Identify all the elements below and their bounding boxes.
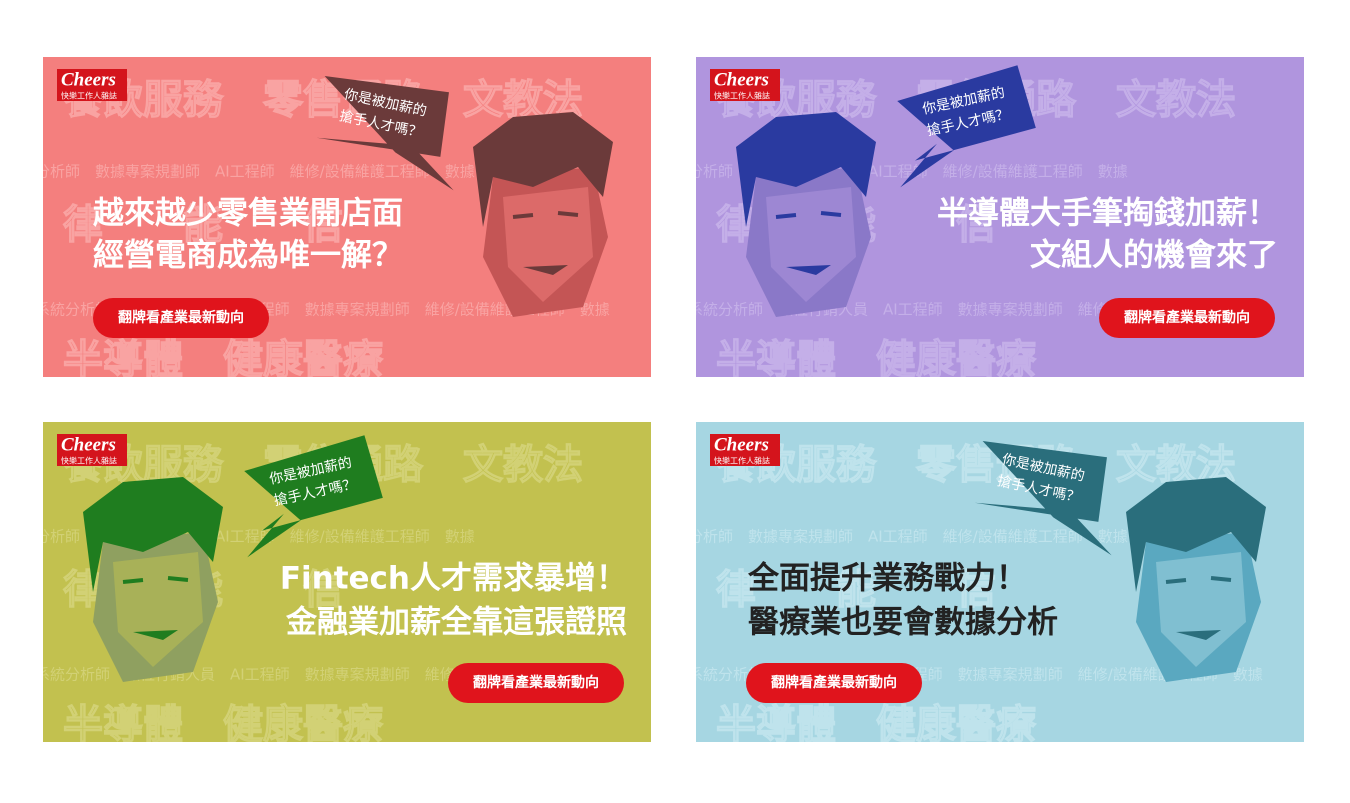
cta-label: 翻牌看產業最新動向 xyxy=(118,309,244,326)
logo-box xyxy=(710,69,780,101)
face-illustration xyxy=(83,477,223,682)
watermark-text: 餐飲服務 零售通路 文教法 xyxy=(63,77,583,123)
cta-label: 翻牌看產業最新動向 xyxy=(1124,309,1250,326)
eye xyxy=(557,211,579,217)
watermark-text: 半導體 健康醫療 xyxy=(63,337,384,377)
headline: 經營電商成為唯一解？ xyxy=(93,238,403,274)
bubble-shape xyxy=(244,435,383,558)
cta-button[interactable] xyxy=(1099,298,1275,338)
hair xyxy=(473,112,613,227)
face-illustration xyxy=(473,112,613,317)
mouth xyxy=(786,265,831,275)
cta-button[interactable] xyxy=(448,663,624,703)
bubble-shape xyxy=(974,441,1112,556)
headline: 越來越少零售業開店面 xyxy=(93,196,403,232)
watermark-text: 分析師 數據專案規劃師 AI工程師 維修/設備維護工程師 數據 xyxy=(43,163,475,181)
eye xyxy=(775,213,797,219)
watermark-text: 餐飲服務 零售通路 文教法 xyxy=(716,442,1236,488)
logo-sub: 快樂工作人雜誌 xyxy=(714,456,770,466)
watermark-text: 半導體 健康醫療 xyxy=(716,337,1037,377)
headline: 文組人的機會來了 xyxy=(1030,238,1278,274)
cta-button[interactable] xyxy=(93,298,269,338)
watermark-text: 律 能 信 xyxy=(63,202,343,248)
watermark-text: 半導體 健康醫療 xyxy=(63,702,384,742)
logo-box xyxy=(710,434,780,466)
eye xyxy=(1165,578,1187,584)
watermark-text: 半導體 健康醫療 xyxy=(716,702,1037,742)
hair xyxy=(83,477,223,592)
bubble-shape xyxy=(316,76,454,191)
logo-sub: 快樂工作人雜誌 xyxy=(714,91,770,101)
headline: 全面提升業務戰力！ xyxy=(747,561,1027,597)
eye xyxy=(167,576,189,582)
logo-box xyxy=(57,434,127,466)
headline: 半導體大手筆掏錢加薪！ xyxy=(937,196,1278,232)
cta-button[interactable] xyxy=(746,663,922,703)
headline: 醫療業也要會數據分析 xyxy=(748,605,1058,641)
mouth xyxy=(133,630,178,640)
eye xyxy=(512,213,534,219)
cta-label: 翻牌看產業最新動向 xyxy=(473,674,599,691)
eye xyxy=(122,578,144,584)
watermark-text: 律 能 信 xyxy=(716,567,996,613)
logo: Cheers xyxy=(714,434,769,455)
hair xyxy=(736,112,876,227)
eye xyxy=(1210,576,1232,582)
logo-sub: 快樂工作人雜誌 xyxy=(61,91,117,101)
hair xyxy=(1126,477,1266,592)
watermark-text: 分析師 數據專案規劃師 AI工程師 維修/設備維護工程師 數據 xyxy=(696,528,1128,546)
logo: Cheers xyxy=(714,69,769,90)
eye xyxy=(820,211,842,217)
mouth xyxy=(1176,630,1221,640)
face-illustration xyxy=(1126,477,1266,682)
headline: Fintech人才需求暴增！ xyxy=(280,561,627,597)
mouth xyxy=(523,265,568,275)
face-illustration xyxy=(736,112,876,317)
headline: 金融業加薪全靠這張證照 xyxy=(285,605,627,641)
logo-box xyxy=(57,69,127,101)
logo: Cheers xyxy=(61,434,116,455)
cta-label: 翻牌看產業最新動向 xyxy=(771,674,897,691)
logo: Cheers xyxy=(61,69,116,90)
logo-sub: 快樂工作人雜誌 xyxy=(61,456,117,466)
bubble-shape xyxy=(897,65,1036,188)
